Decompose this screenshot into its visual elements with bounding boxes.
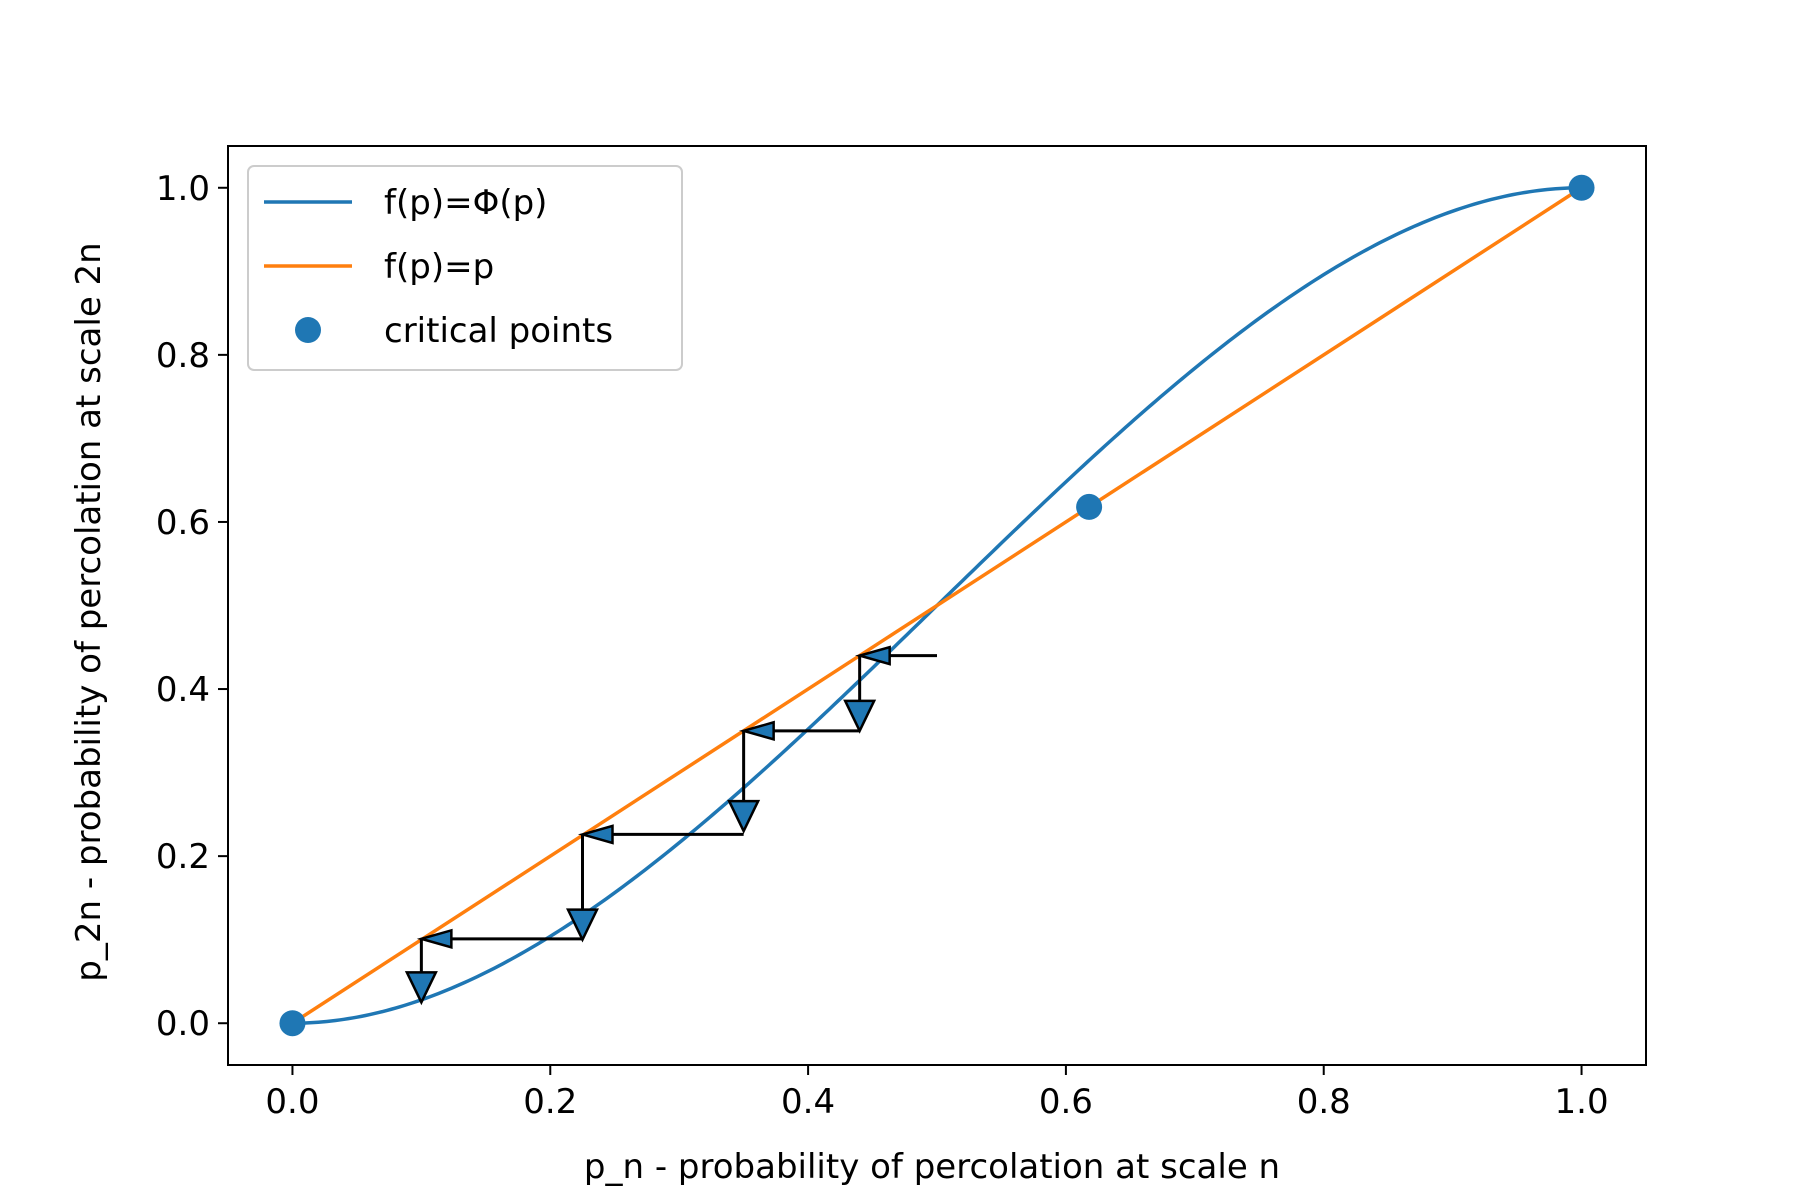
legend-label: critical points bbox=[384, 311, 613, 351]
cobweb-arrow-head bbox=[416, 928, 453, 949]
cobweb-arrow-1 bbox=[855, 645, 937, 666]
cobweb-arrow-8 bbox=[404, 938, 438, 1006]
legend-label: f(p)=p bbox=[384, 247, 494, 287]
x-tick-label: 0.6 bbox=[1039, 1082, 1093, 1122]
legend-item-identity: f(p)=p bbox=[264, 247, 494, 287]
legend-label: f(p)=Φ(p) bbox=[384, 183, 547, 223]
legend-frame bbox=[247, 165, 683, 371]
y-tick-label: 0.8 bbox=[156, 336, 210, 376]
critical-point-2 bbox=[1076, 493, 1103, 520]
cobweb-arrow-4 bbox=[727, 730, 761, 834]
cobweb-arrow-head bbox=[566, 908, 599, 943]
axes-frame bbox=[227, 145, 1647, 1066]
cobweb-arrow-head bbox=[404, 971, 438, 1006]
cobweb-arrow-2 bbox=[843, 655, 877, 734]
cobweb-arrow-head bbox=[577, 824, 614, 845]
x-tick-label: 0.2 bbox=[523, 1082, 577, 1122]
legend: f(p)=Φ(p) f(p)=p critical points bbox=[247, 165, 683, 371]
x-tick-label: 0.4 bbox=[781, 1082, 835, 1122]
cobweb-arrow-head bbox=[727, 799, 761, 834]
y-tick-label: 0.4 bbox=[156, 670, 210, 710]
cobweb-arrow-head bbox=[739, 720, 775, 741]
cobweb-arrow-5 bbox=[577, 824, 744, 845]
x-tick-label: 0.0 bbox=[265, 1082, 319, 1122]
x-tick-label: 0.8 bbox=[1297, 1082, 1351, 1122]
plot-area bbox=[279, 174, 1595, 1037]
cobweb-arrow-head bbox=[855, 645, 891, 666]
critical-point-3 bbox=[1568, 174, 1595, 201]
y-tick-label: 1.0 bbox=[156, 169, 210, 209]
cobweb-arrow-head bbox=[843, 699, 877, 734]
axes: 0.0 0.2 0.4 0.6 0.8 1.0 0.0 0.2 0.4 0.6 0.8 1.0 bbox=[156, 145, 1647, 1122]
plot-data-group bbox=[291, 186, 1583, 1025]
cobweb-arrow-7 bbox=[416, 928, 583, 949]
cobweb-arrow-6 bbox=[566, 834, 599, 943]
y-tick-label: 0.6 bbox=[156, 503, 210, 543]
cobweb-arrow-3 bbox=[739, 720, 860, 741]
legend-item-critical-points: critical points bbox=[295, 311, 613, 351]
critical-point-1 bbox=[279, 1010, 306, 1037]
y-axis-label: p_2n - probability of percolation at sca… bbox=[69, 242, 109, 981]
series-line-identity bbox=[291, 186, 1583, 1025]
y-tick-label: 0.0 bbox=[156, 1004, 210, 1044]
y-tick-label: 0.2 bbox=[156, 837, 210, 877]
legend-item-phi: f(p)=Φ(p) bbox=[264, 183, 547, 223]
x-tick-label: 1.0 bbox=[1555, 1082, 1609, 1122]
x-axis-label: p_n - probability of percolation at scal… bbox=[584, 1147, 1280, 1187]
legend-swatch-dot bbox=[295, 317, 321, 343]
